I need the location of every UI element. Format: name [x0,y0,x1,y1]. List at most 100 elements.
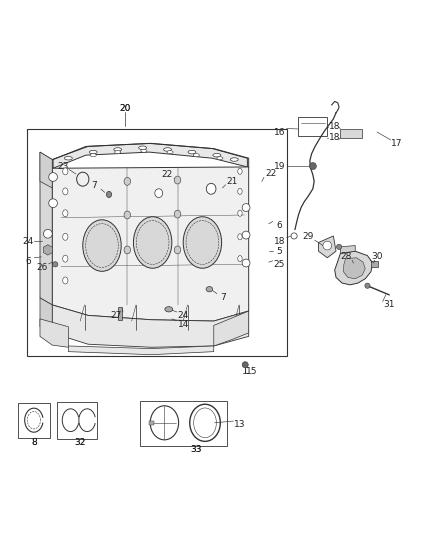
Circle shape [242,259,250,267]
Ellipse shape [124,177,131,185]
Polygon shape [318,236,336,258]
Text: 13: 13 [234,420,246,429]
Circle shape [49,199,57,207]
Ellipse shape [134,217,172,268]
Ellipse shape [230,158,238,161]
Ellipse shape [174,246,181,254]
Ellipse shape [213,154,221,157]
Text: 32: 32 [74,438,86,447]
Text: 5: 5 [276,247,282,256]
Ellipse shape [163,148,171,151]
Ellipse shape [141,149,147,152]
Text: 8: 8 [31,438,37,447]
Text: 14: 14 [177,320,189,329]
Text: 8: 8 [31,438,37,447]
Text: 23: 23 [57,161,68,171]
Ellipse shape [63,255,68,262]
Ellipse shape [63,233,68,240]
Ellipse shape [206,183,216,194]
Ellipse shape [106,191,112,198]
Ellipse shape [206,287,213,292]
Text: 30: 30 [371,253,383,261]
Ellipse shape [238,210,242,216]
Bar [140,401,227,446]
Text: 33: 33 [191,445,202,454]
Polygon shape [40,152,52,188]
Text: 24: 24 [22,237,33,246]
Text: 32: 32 [74,438,86,447]
Polygon shape [343,258,365,279]
Ellipse shape [174,176,181,184]
Polygon shape [340,129,362,138]
Circle shape [336,244,342,249]
Polygon shape [52,167,249,321]
Ellipse shape [83,220,121,271]
Text: 7: 7 [220,293,226,302]
Bar [298,117,327,135]
Polygon shape [118,306,122,320]
Text: 18: 18 [329,122,340,131]
Ellipse shape [155,189,162,198]
Polygon shape [40,298,52,333]
Ellipse shape [63,277,68,284]
Text: 16: 16 [274,127,286,136]
Text: 6: 6 [25,257,31,266]
Ellipse shape [124,211,131,219]
Ellipse shape [238,256,242,262]
Polygon shape [335,251,373,285]
Text: 18: 18 [329,133,340,142]
Polygon shape [340,246,355,253]
Text: 25: 25 [274,260,285,269]
Ellipse shape [114,148,122,151]
Polygon shape [40,152,52,305]
Text: 20: 20 [120,104,131,113]
Ellipse shape [63,168,68,175]
Polygon shape [53,143,247,168]
Ellipse shape [165,306,173,312]
Text: 7: 7 [92,181,97,190]
Polygon shape [68,346,214,354]
Circle shape [242,204,250,212]
Ellipse shape [139,146,147,149]
Text: 17: 17 [392,139,403,148]
Ellipse shape [217,157,223,160]
Circle shape [53,262,58,267]
Circle shape [43,229,52,238]
Text: 28: 28 [340,253,351,261]
Polygon shape [40,319,68,348]
Text: 24: 24 [177,311,189,320]
Ellipse shape [64,157,72,160]
Circle shape [242,231,250,239]
Circle shape [309,163,316,169]
Circle shape [242,362,248,368]
Bar [149,421,154,425]
Ellipse shape [124,246,131,254]
Ellipse shape [188,150,196,154]
Bar [27,129,287,356]
Ellipse shape [238,234,242,240]
Polygon shape [214,311,249,346]
Polygon shape [52,305,249,348]
Ellipse shape [167,151,173,154]
Text: 19: 19 [274,161,286,171]
Text: 18: 18 [274,237,286,246]
Text: 33: 33 [191,445,202,454]
Text: 6: 6 [276,221,282,230]
Text: 15: 15 [246,367,258,376]
Circle shape [49,173,57,181]
Bar [18,403,49,438]
Circle shape [291,233,297,239]
Ellipse shape [115,151,121,154]
Text: 20: 20 [120,104,131,113]
Text: 31: 31 [384,301,395,310]
Polygon shape [371,261,378,268]
Ellipse shape [90,154,96,157]
Ellipse shape [238,188,242,195]
Ellipse shape [193,154,199,157]
Text: 27: 27 [111,311,122,320]
Ellipse shape [183,217,222,268]
Circle shape [323,241,332,250]
Ellipse shape [89,150,97,154]
Text: 22: 22 [265,169,276,179]
Ellipse shape [238,168,242,174]
